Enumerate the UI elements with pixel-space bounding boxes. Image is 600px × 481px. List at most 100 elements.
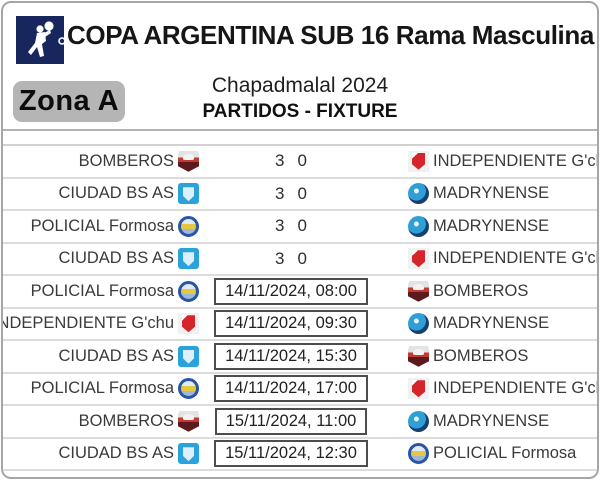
home-team-name: CIUDAD BS AS bbox=[58, 346, 174, 365]
fixture-row: POLICIAL Formosa 3 0 MADRYNENSE bbox=[3, 211, 597, 244]
match-datetime: 14/11/2024, 08:00 bbox=[214, 277, 368, 305]
away-team-crest-icon bbox=[408, 280, 429, 302]
away-team-cell: INDEPENDIENTE G'chu bbox=[383, 244, 599, 275]
away-team-crest-icon bbox=[408, 443, 429, 465]
header: COPA ARGENTINA SUB 16 Rama Masculina Zon… bbox=[3, 3, 597, 129]
home-score: 3 bbox=[275, 151, 285, 171]
result-cell: 14/11/2024, 15:30 bbox=[199, 341, 383, 372]
away-team-name: MADRYNENSE bbox=[433, 411, 550, 430]
fixture-row: CIUDAD BS AS 3 0 MADRYNENSE bbox=[3, 178, 597, 211]
fixture-row: BOMBEROS 15/11/2024, 11:00 MADRYNENSE bbox=[3, 406, 597, 439]
home-team-crest-icon bbox=[178, 280, 199, 302]
fixture-row: POLICIAL Formosa 14/11/2024, 08:00 BOMBE… bbox=[3, 276, 597, 309]
page-title: COPA ARGENTINA SUB 16 Rama Masculina bbox=[67, 20, 594, 50]
home-score: 3 bbox=[275, 248, 285, 268]
home-team-crest-icon bbox=[178, 248, 199, 270]
away-team-crest-icon bbox=[408, 183, 429, 205]
home-team-cell: CIUDAD BS AS bbox=[3, 341, 199, 372]
home-team-name: POLICIAL Formosa bbox=[30, 379, 174, 398]
away-team-name: INDEPENDIENTE G'chu bbox=[433, 151, 599, 170]
away-team-cell: INDEPENDIENTE G'chu bbox=[383, 146, 599, 177]
away-score: 0 bbox=[297, 151, 307, 171]
home-team-name: BOMBEROS bbox=[78, 151, 174, 170]
away-team-cell: INDEPENDIENTE G'chu bbox=[383, 374, 599, 405]
away-score: 0 bbox=[297, 248, 307, 268]
away-score: 0 bbox=[297, 216, 307, 236]
result-cell: 14/11/2024, 17:00 bbox=[199, 374, 383, 405]
home-score: 3 bbox=[275, 216, 285, 236]
home-team-name: CIUDAD BS AS bbox=[58, 184, 174, 203]
fixture-row: BOMBEROS 3 0 INDEPENDIENTE G'chu bbox=[3, 146, 597, 179]
away-team-crest-icon bbox=[408, 215, 429, 237]
home-team-name: CIUDAD BS AS bbox=[58, 444, 174, 463]
table-spacer-row bbox=[3, 131, 597, 146]
fixture-row: POLICIAL Formosa 14/11/2024, 17:00 INDEP… bbox=[3, 373, 599, 406]
fixture-row: INDEPENDIENTE G'chu 14/11/2024, 09:30 MA… bbox=[1, 308, 597, 341]
match-datetime: 14/11/2024, 09:30 bbox=[214, 310, 368, 338]
away-team-name: MADRYNENSE bbox=[433, 184, 550, 203]
away-team-cell: MADRYNENSE bbox=[383, 179, 597, 210]
home-team-cell: BOMBEROS bbox=[3, 406, 199, 437]
away-team-cell: MADRYNENSE bbox=[383, 309, 597, 340]
away-team-name: INDEPENDIENTE G'chu bbox=[433, 249, 599, 268]
result-cell: 15/11/2024, 11:00 bbox=[199, 406, 383, 437]
fixture-row: CIUDAD BS AS 14/11/2024, 15:30 BOMBEROS bbox=[3, 341, 597, 374]
away-team-crest-icon bbox=[408, 248, 429, 270]
home-team-crest-icon bbox=[178, 410, 199, 432]
header-center-block: Chapadmalal 2024 PARTIDOS - FIXTURE bbox=[3, 73, 597, 124]
away-team-cell: MADRYNENSE bbox=[383, 406, 597, 437]
home-team-crest-icon bbox=[178, 345, 199, 367]
away-team-name: BOMBEROS bbox=[433, 346, 529, 365]
event-subtitle: Chapadmalal 2024 bbox=[211, 74, 389, 97]
home-team-cell: POLICIAL Formosa bbox=[3, 211, 199, 242]
home-team-crest-icon bbox=[178, 378, 199, 400]
home-team-crest-icon bbox=[178, 215, 199, 237]
result-cell: 14/11/2024, 08:00 bbox=[199, 276, 383, 307]
home-team-crest-icon bbox=[178, 443, 199, 465]
home-team-crest-icon bbox=[178, 150, 199, 172]
zone-badge: Zona A bbox=[13, 81, 125, 122]
home-team-name: POLICIAL Formosa bbox=[30, 281, 174, 300]
fixture-row: CIUDAD BS AS 3 0 INDEPENDIENTE G'chu bbox=[3, 243, 599, 276]
section-title: PARTIDOS - FIXTURE bbox=[202, 101, 398, 122]
match-datetime: 14/11/2024, 15:30 bbox=[214, 342, 368, 370]
result-cell: 3 0 bbox=[199, 179, 383, 210]
away-team-name: BOMBEROS bbox=[433, 281, 529, 300]
match-datetime: 15/11/2024, 11:00 bbox=[214, 407, 368, 435]
home-team-cell: CIUDAD BS AS bbox=[3, 244, 199, 275]
home-team-cell: CIUDAD BS AS bbox=[3, 179, 199, 210]
result-cell: 14/11/2024, 09:30 bbox=[199, 309, 383, 340]
fixture-row: CIUDAD BS AS 15/11/2024, 12:30 POLICIAL … bbox=[3, 438, 597, 471]
away-team-name: MADRYNENSE bbox=[433, 216, 550, 235]
home-team-cell: POLICIAL Formosa bbox=[3, 374, 199, 405]
away-team-crest-icon bbox=[408, 150, 429, 172]
away-team-name: POLICIAL Formosa bbox=[433, 444, 577, 463]
away-team-cell: BOMBEROS bbox=[383, 341, 597, 372]
home-team-crest-icon bbox=[178, 313, 199, 335]
home-team-name: POLICIAL Formosa bbox=[30, 216, 174, 235]
cestoball-federation-logo-icon bbox=[16, 16, 66, 64]
home-team-cell: POLICIAL Formosa bbox=[3, 276, 199, 307]
match-datetime: 15/11/2024, 12:30 bbox=[214, 440, 368, 468]
result-cell: 3 0 bbox=[199, 244, 383, 275]
home-team-name: BOMBEROS bbox=[78, 411, 174, 430]
away-team-name: MADRYNENSE bbox=[433, 314, 550, 333]
home-team-cell: CIUDAD BS AS bbox=[3, 439, 199, 470]
away-team-cell: MADRYNENSE bbox=[383, 211, 597, 242]
away-team-crest-icon bbox=[408, 410, 429, 432]
away-team-crest-icon bbox=[408, 313, 429, 335]
home-team-name: INDEPENDIENTE G'chu bbox=[1, 314, 174, 333]
away-team-name: INDEPENDIENTE G'chu bbox=[433, 379, 599, 398]
away-score: 0 bbox=[297, 183, 307, 203]
away-team-cell: POLICIAL Formosa bbox=[383, 439, 597, 470]
fixture-rows: BOMBEROS 3 0 INDEPENDIENTE G'chu CIUDAD … bbox=[3, 146, 597, 471]
away-team-crest-icon bbox=[408, 345, 429, 367]
fixture-table: BOMBEROS 3 0 INDEPENDIENTE G'chu CIUDAD … bbox=[3, 129, 597, 471]
home-team-crest-icon bbox=[178, 183, 199, 205]
result-cell: 3 0 bbox=[199, 211, 383, 242]
home-score: 3 bbox=[275, 183, 285, 203]
home-team-cell: BOMBEROS bbox=[3, 146, 199, 177]
home-team-name: CIUDAD BS AS bbox=[58, 249, 174, 268]
result-cell: 15/11/2024, 12:30 bbox=[199, 439, 383, 470]
